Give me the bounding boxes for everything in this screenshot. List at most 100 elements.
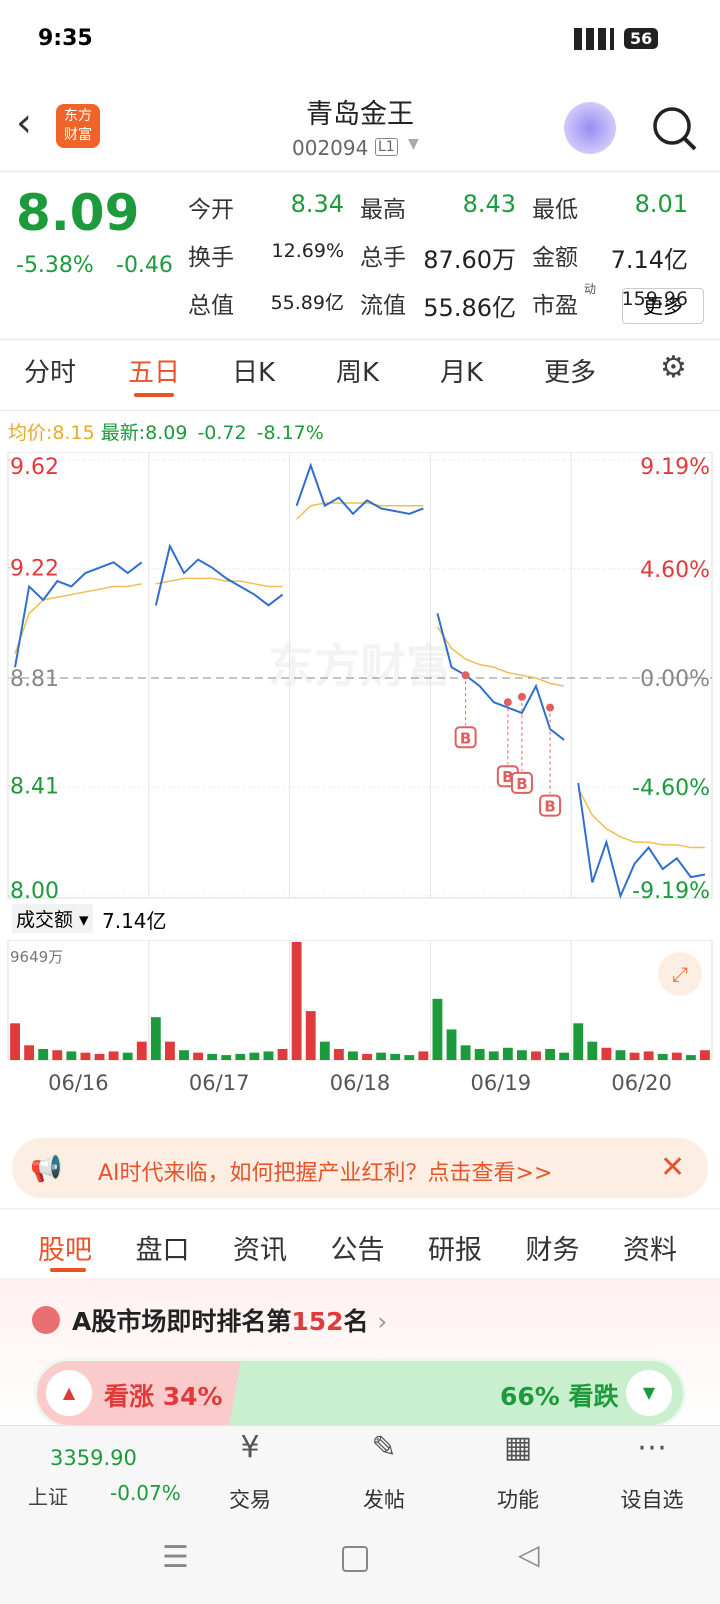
forum-tab[interactable]: 公告 (330, 1235, 385, 1266)
volume-bar (193, 1052, 204, 1060)
assistant-avatar[interactable] (564, 102, 616, 154)
volume-bar (390, 1053, 401, 1060)
home-key[interactable] (342, 1546, 368, 1572)
chart-tab[interactable]: 更多 (544, 358, 597, 388)
chart-tab[interactable]: 日K (232, 358, 276, 388)
y2-tick-label: 9.19% (640, 455, 710, 480)
rank-text[interactable]: A股市场即时排名第152名 › (72, 1307, 388, 1336)
back-button[interactable]: ‹ (16, 100, 32, 146)
change: -0.46 (116, 253, 173, 278)
volume-bar (24, 1045, 35, 1060)
signal (574, 28, 614, 50)
y2-tick-label: 0.00% (640, 667, 710, 692)
search-icon[interactable] (650, 104, 700, 154)
field-label: 金额 (532, 245, 578, 271)
down-button[interactable]: ▼ (626, 1370, 672, 1416)
ad-banner[interactable] (12, 1138, 708, 1198)
volume-bar (516, 1050, 527, 1060)
rank-number: 152 (291, 1307, 344, 1336)
up-button[interactable]: ▲ (46, 1370, 92, 1416)
volume-bar (432, 998, 443, 1060)
logo-text: 财富 (64, 127, 92, 143)
dropdown[interactable]: ▼ (408, 136, 419, 152)
volume-bar (460, 1045, 471, 1060)
forum-tab[interactable]: 研报 (428, 1235, 482, 1266)
forum-tab[interactable]: 股吧 (38, 1235, 92, 1266)
forum-tab[interactable]: 资料 (623, 1235, 677, 1266)
plot-frame (7, 452, 713, 899)
field-value: 55.86亿 (423, 294, 516, 322)
bearish-text: 66% 看跌 (500, 1382, 619, 1411)
rank-icon (32, 1306, 60, 1334)
volume-bar (94, 1053, 105, 1060)
volume-bar (700, 1050, 710, 1060)
index-change: -0.07% (110, 1481, 181, 1505)
y-tick-label: 8.81 (10, 667, 59, 692)
nav-label[interactable]: 交易 (229, 1488, 271, 1512)
menu-key[interactable]: ☰ (162, 1540, 189, 1575)
volume-bar (545, 1048, 556, 1060)
forum-tab[interactable]: 资讯 (233, 1235, 287, 1266)
forum-tab[interactable]: 财务 (525, 1235, 580, 1266)
settings-icon[interactable]: ⚙ (660, 350, 687, 385)
field-value: 8.43 (462, 190, 516, 218)
legend-label: 均价: (8, 422, 53, 444)
field-label: 换手 (188, 245, 234, 271)
field-value: 55.89亿 (270, 292, 344, 314)
chart-tab[interactable]: 五日 (128, 358, 181, 388)
field-label: 市盈 (532, 293, 578, 319)
field-value: 8.01 (634, 190, 688, 218)
volume-max: 9649万 (10, 948, 64, 966)
y-tick-label: 9.62 (10, 455, 59, 480)
nav-label[interactable]: 设自选 (620, 1488, 684, 1512)
watermark: 东方财富 (268, 639, 452, 693)
nav-label[interactable]: 发帖 (363, 1488, 405, 1512)
x-tick-label: 06/19 (471, 1071, 532, 1095)
stock-code: 002094 (292, 136, 369, 160)
logo: 东方 财富 (56, 104, 100, 148)
volume-bar (38, 1048, 49, 1060)
more-button[interactable]: 更多 (622, 288, 704, 324)
y-tick-label: 9.22 (10, 557, 59, 582)
chart-tab[interactable]: 月K (440, 358, 484, 388)
volume-bar (446, 1029, 457, 1060)
volume-bar (488, 1051, 499, 1060)
volume-selector[interactable]: 成交额 ▾ (12, 904, 93, 933)
chart-tab[interactable]: 周K (336, 358, 380, 388)
subtab-indicator (50, 1268, 86, 1272)
volume-bar (629, 1052, 640, 1060)
expand-button[interactable]: ⤢ (658, 952, 702, 996)
close-banner[interactable]: ✕ (660, 1150, 686, 1185)
volume-bar (474, 1048, 485, 1060)
field-value: 159.96 (621, 288, 688, 310)
index-name: 上证 (28, 1485, 68, 1509)
system-nav (0, 1515, 720, 1604)
x-tick-label: 06/18 (330, 1071, 391, 1095)
volume-bar (164, 1041, 175, 1060)
banner-text[interactable]: AI时代来临，如何把握产业红利？点击查看>> (98, 1161, 553, 1186)
forum-tab[interactable]: 盘口 (135, 1235, 190, 1266)
megaphone-icon: 📢 (30, 1154, 63, 1184)
volume-bar (657, 1053, 668, 1060)
price-line (14, 462, 706, 900)
nav-icon[interactable]: ▦ (503, 1430, 533, 1465)
x-tick-label: 06/20 (611, 1071, 672, 1095)
nav-icon[interactable]: ¥ (240, 1430, 260, 1465)
volume-bar (108, 1051, 119, 1060)
chart-tab[interactable]: 分时 (24, 358, 77, 388)
volume-bar (559, 1052, 570, 1060)
nav-icon[interactable]: ⋯ (637, 1430, 667, 1465)
volume-chart: 06/16 06/17 06/18 06/19 06/20 (7, 940, 713, 1095)
volume-bar (404, 1055, 415, 1060)
volume-bar (615, 1050, 626, 1060)
tab-indicator (134, 393, 174, 397)
volume-bar (573, 1023, 584, 1060)
legend-value: -8.17% (256, 422, 324, 444)
volume-bar (531, 1051, 541, 1060)
nav-label[interactable]: 功能 (497, 1488, 539, 1512)
trade-badge (454, 726, 477, 749)
last-price: 8.09 (16, 184, 140, 242)
nav-icon[interactable]: ✎ (371, 1430, 397, 1465)
index-value[interactable]: 3359.90 (50, 1446, 137, 1470)
back-key[interactable]: ◁ (518, 1538, 540, 1571)
